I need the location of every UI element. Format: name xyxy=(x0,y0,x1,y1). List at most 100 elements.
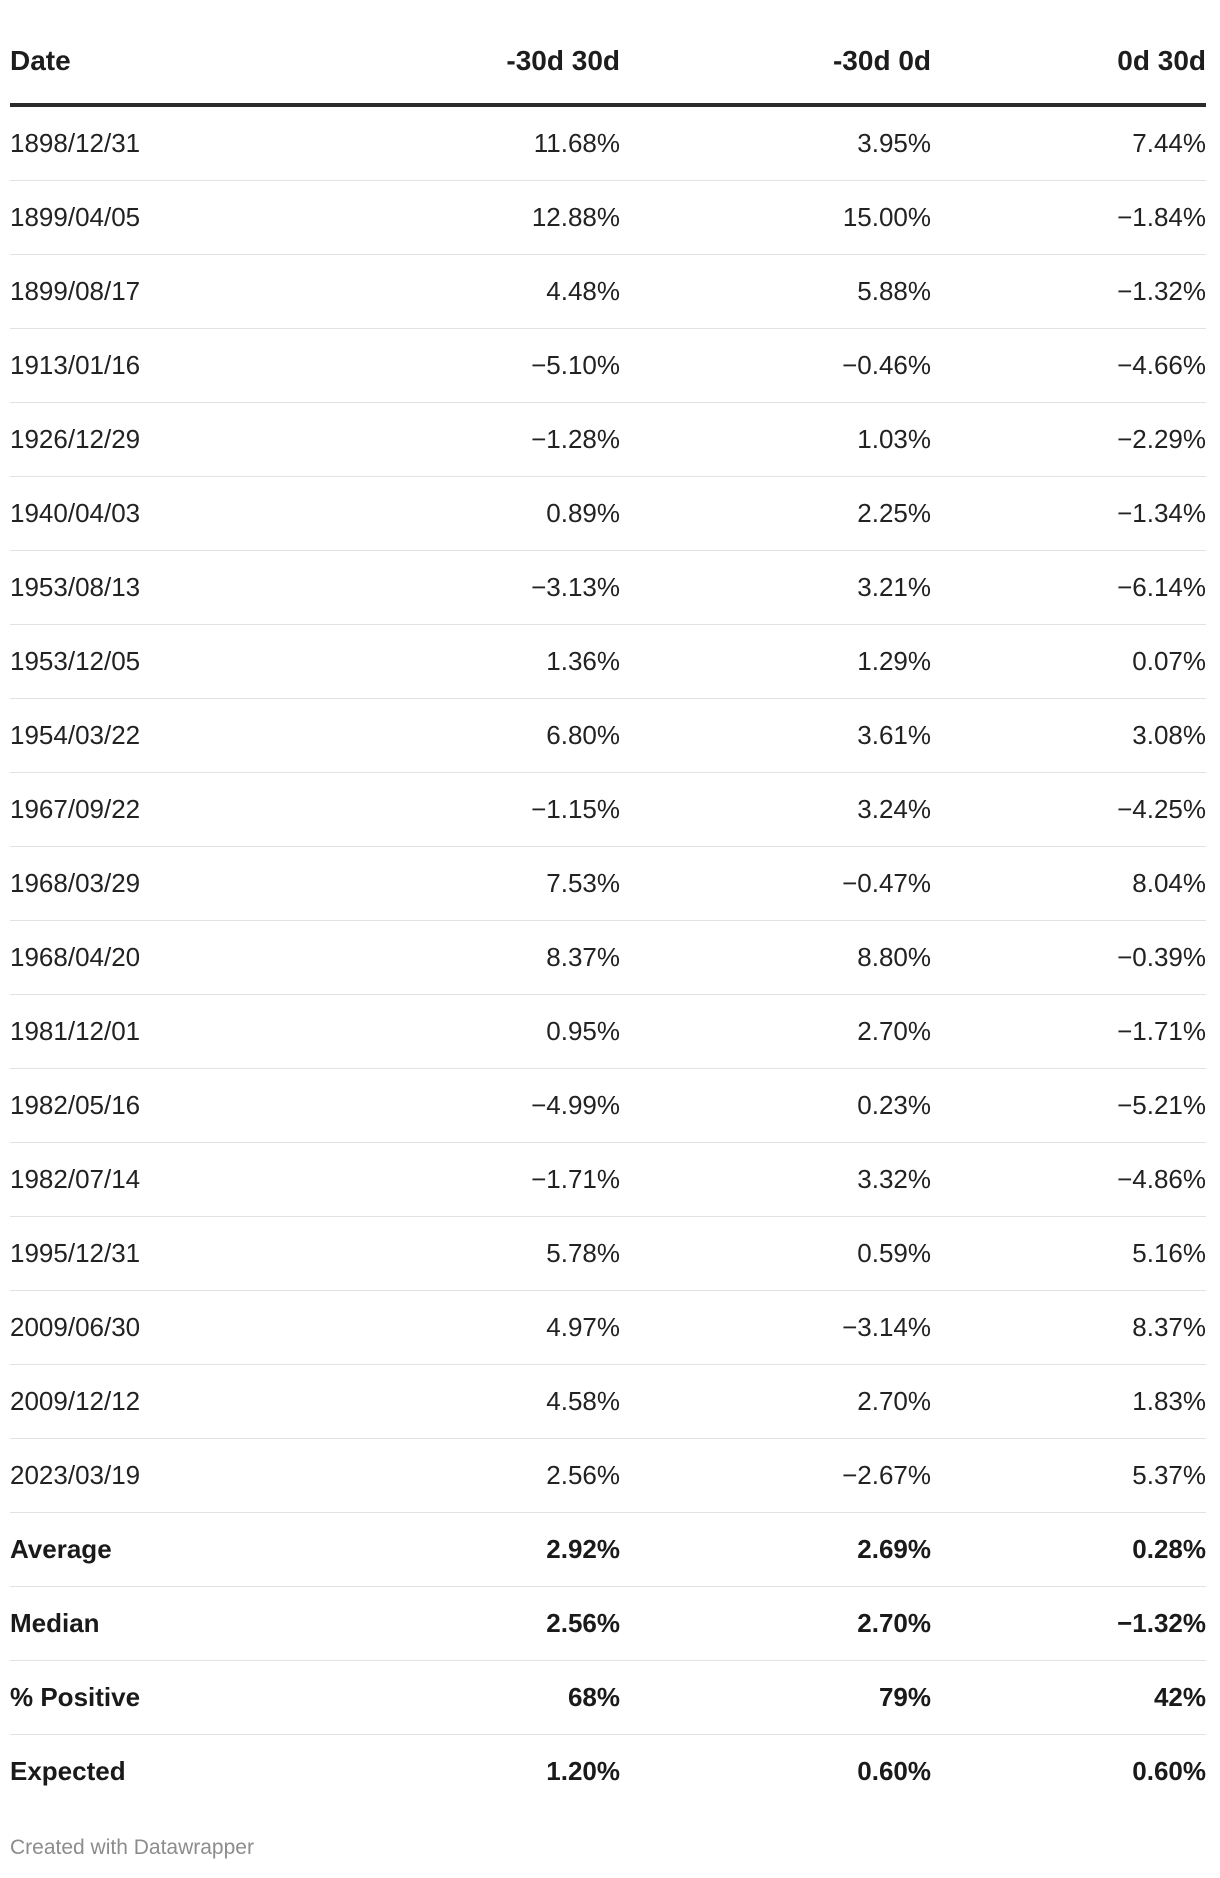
cell-0d-30d: −5.21% xyxy=(931,1068,1206,1143)
cell-minus30d-30d: 2.56% xyxy=(420,1438,620,1513)
cell-minus30d-30d: 4.97% xyxy=(420,1290,620,1365)
cell-minus30d-0d: 1.03% xyxy=(620,402,931,477)
summary-label: Expected xyxy=(10,1756,126,1786)
cell-0d-30d: −1.32% xyxy=(931,1586,1206,1661)
footer-credit: Created with Datawrapper xyxy=(10,1836,254,1859)
table-row: 1913/01/16 −5.10% −0.46% −4.66% xyxy=(10,328,1206,403)
cell-minus30d-30d: 7.53% xyxy=(420,846,620,921)
cell-0d-30d: 8.04% xyxy=(931,846,1206,921)
cell-0d-30d: 7.44% xyxy=(931,105,1206,181)
cell-minus30d-0d: 0.23% xyxy=(620,1068,931,1143)
cell-0d-30d: −1.32% xyxy=(931,254,1206,329)
summary-label: Average xyxy=(10,1512,420,1587)
cell-0d-30d: −0.39% xyxy=(931,920,1206,995)
table-body: 1898/12/31 11.68% 3.95% 7.44% 1899/04/05 12.8… xyxy=(10,105,1206,1808)
cell-0d-30d: 0.28% xyxy=(931,1512,1206,1587)
cell-minus30d-30d: 4.58% xyxy=(420,1364,620,1439)
cell-date: 2009/12/12 xyxy=(10,1364,420,1439)
column-header-minus30d-30d[interactable]: -30d 30d xyxy=(420,22,620,107)
cell-minus30d-0d: 2.70% xyxy=(620,994,931,1069)
cell-0d-30d: −1.71% xyxy=(931,994,1206,1069)
cell-minus30d-0d: 3.61% xyxy=(620,698,931,773)
cell-date: 1953/12/05 xyxy=(10,624,420,699)
cell-minus30d-30d: −4.99% xyxy=(420,1068,620,1143)
cell-0d-30d: −4.86% xyxy=(931,1142,1206,1217)
cell-minus30d-30d: 6.80% xyxy=(420,698,620,773)
cell-minus30d-30d: −1.15% xyxy=(420,772,620,847)
cell-minus30d-30d: 0.95% xyxy=(420,994,620,1069)
cell-0d-30d: 5.16% xyxy=(931,1216,1206,1291)
cell-date: 1899/08/17 xyxy=(10,254,420,329)
cell-minus30d-30d: 11.68% xyxy=(420,105,620,181)
cell-0d-30d: 0.07% xyxy=(931,624,1206,699)
data-table: Date -30d 30d -30d 0d 0d 30d 1898/12/31 1… xyxy=(10,22,1206,1808)
cell-date: 2009/06/30 xyxy=(10,1290,420,1365)
cell-minus30d-0d: 79% xyxy=(620,1660,931,1735)
table-row: 1940/04/03 0.89% 2.25% −1.34% xyxy=(10,476,1206,551)
cell-minus30d-0d: −0.47% xyxy=(620,846,931,921)
table-row: 1968/03/29 7.53% −0.47% 8.04% xyxy=(10,846,1206,921)
data-table-container: Date -30d 30d -30d 0d 0d 30d 1898/12/31 1… xyxy=(10,22,1206,1808)
cell-minus30d-0d: 3.95% xyxy=(620,105,931,181)
table-row: 2023/03/19 2.56% −2.67% 5.37% xyxy=(10,1438,1206,1513)
cell-date: 1981/12/01 xyxy=(10,994,420,1069)
cell-minus30d-30d: 8.37% xyxy=(420,920,620,995)
cell-date: 1968/04/20 xyxy=(10,920,420,995)
cell-0d-30d: 3.08% xyxy=(931,698,1206,773)
cell-date: 2023/03/19 xyxy=(10,1438,420,1513)
cell-minus30d-30d: −3.13% xyxy=(420,550,620,625)
cell-minus30d-0d: 5.88% xyxy=(620,254,931,329)
cell-minus30d-30d: 2.92% xyxy=(420,1512,620,1587)
cell-minus30d-30d: −5.10% xyxy=(420,328,620,403)
column-header-0d-30d[interactable]: 0d 30d xyxy=(931,22,1206,107)
cell-0d-30d: −2.29% xyxy=(931,402,1206,477)
cell-0d-30d: −6.14% xyxy=(931,550,1206,625)
cell-date: 1940/04/03 xyxy=(10,476,420,551)
cell-minus30d-0d: 1.29% xyxy=(620,624,931,699)
table-row: 1982/05/16 −4.99% 0.23% −5.21% xyxy=(10,1068,1206,1143)
summary-label: Median xyxy=(10,1586,420,1661)
column-header-date[interactable]: Date xyxy=(10,22,420,107)
cell-minus30d-30d: 4.48% xyxy=(420,254,620,329)
table-row: 1898/12/31 11.68% 3.95% 7.44% xyxy=(10,105,1206,181)
table-row: 1953/12/05 1.36% 1.29% 0.07% xyxy=(10,624,1206,699)
cell-minus30d-0d: 3.24% xyxy=(620,772,931,847)
cell-minus30d-0d: 0.59% xyxy=(620,1216,931,1291)
table-row: 1899/04/05 12.88% 15.00% −1.84% xyxy=(10,180,1206,255)
cell-minus30d-30d: 5.78% xyxy=(420,1216,620,1291)
cell-0d-30d: 1.83% xyxy=(931,1364,1206,1439)
cell-minus30d-0d: 2.70% xyxy=(620,1364,931,1439)
cell-date: 1899/04/05 xyxy=(10,180,420,255)
table-row: 1954/03/22 6.80% 3.61% 3.08% xyxy=(10,698,1206,773)
table-row: 1967/09/22 −1.15% 3.24% −4.25% xyxy=(10,772,1206,847)
cell-minus30d-30d: 1.20% xyxy=(546,1756,620,1786)
cell-date: 1995/12/31 xyxy=(10,1216,420,1291)
cell-date: 1954/03/22 xyxy=(10,698,420,773)
cell-date: 1898/12/31 xyxy=(10,105,420,181)
cell-minus30d-0d: 3.21% xyxy=(620,550,931,625)
cell-minus30d-0d: −0.46% xyxy=(620,328,931,403)
cell-0d-30d: 8.37% xyxy=(931,1290,1206,1365)
table-row: 1982/07/14 −1.71% 3.32% −4.86% xyxy=(10,1142,1206,1217)
cell-minus30d-30d: −1.71% xyxy=(420,1142,620,1217)
table-row: 1926/12/29 −1.28% 1.03% −2.29% xyxy=(10,402,1206,477)
cell-date: 1968/03/29 xyxy=(10,846,420,921)
table-row: 1981/12/01 0.95% 2.70% −1.71% xyxy=(10,994,1206,1069)
column-header-minus30d-0d[interactable]: -30d 0d xyxy=(620,22,931,107)
cell-minus30d-30d: 1.36% xyxy=(420,624,620,699)
cell-date: 1982/05/16 xyxy=(10,1068,420,1143)
summary-label: % Positive xyxy=(10,1660,420,1735)
table-header-row: Date -30d 30d -30d 0d 0d 30d xyxy=(10,22,1206,107)
cell-0d-30d: 42% xyxy=(931,1660,1206,1735)
cell-minus30d-0d: 2.25% xyxy=(620,476,931,551)
table-row: 1995/12/31 5.78% 0.59% 5.16% xyxy=(10,1216,1206,1291)
cell-0d-30d: −1.34% xyxy=(931,476,1206,551)
cell-date: 1967/09/22 xyxy=(10,772,420,847)
cell-minus30d-0d: 3.32% xyxy=(620,1142,931,1217)
table-row: 2009/06/30 4.97% −3.14% 8.37% xyxy=(10,1290,1206,1365)
cell-minus30d-0d: 2.70% xyxy=(620,1586,931,1661)
table-row: 1953/08/13 −3.13% 3.21% −6.14% xyxy=(10,550,1206,625)
summary-row: Expected 1.20% 0.60% 0.60% xyxy=(10,1735,1206,1809)
table-row: 1968/04/20 8.37% 8.80% −0.39% xyxy=(10,920,1206,995)
cell-minus30d-0d: 8.80% xyxy=(620,920,931,995)
